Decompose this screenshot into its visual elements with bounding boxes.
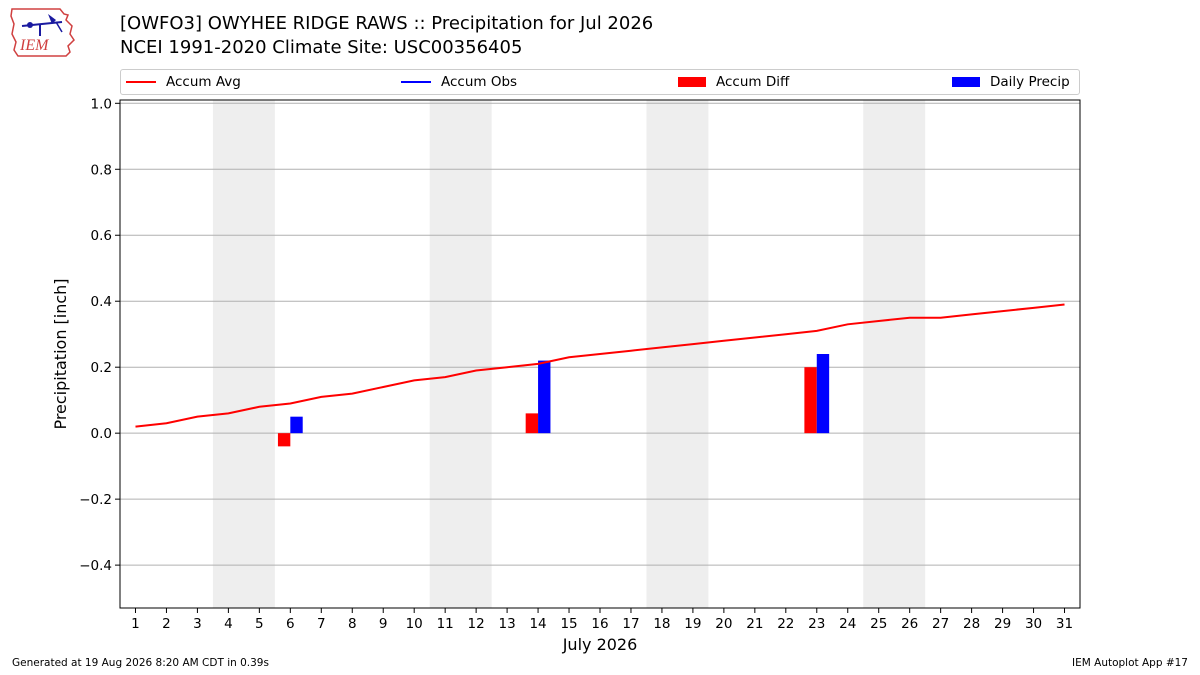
x-tick-label: 29 <box>994 616 1011 632</box>
x-tick-label: 11 <box>437 616 454 632</box>
x-tick-label: 18 <box>653 616 670 632</box>
x-tick-label: 9 <box>379 616 388 632</box>
y-tick-label: 0.4 <box>91 294 112 310</box>
x-tick-label: 20 <box>715 616 732 632</box>
x-tick-label: 21 <box>746 616 763 632</box>
x-axis: 1 2 3 4 5 6 7 8 9 10 11 12 13 14 15 16 17 18 19 20 21 22 23 24 2… <box>131 608 1073 632</box>
x-tick-label: 10 <box>406 616 423 632</box>
y-axis: −0.4 −0.2 0.0 0.2 0.4 0.6 0.8 1.0 <box>79 96 120 574</box>
x-tick-label: 22 <box>777 616 794 632</box>
footer-generated: Generated at 19 Aug 2026 8:20 AM CDT in … <box>12 657 269 669</box>
legend-label-accum-diff: Accum Diff <box>716 74 790 90</box>
x-tick-label: 30 <box>1025 616 1042 632</box>
y-tick-label: 1.0 <box>91 96 112 112</box>
x-tick-label: 26 <box>901 616 918 632</box>
x-tick-label: 7 <box>317 616 326 632</box>
chart-legend: Accum Avg Accum Obs Accum Diff Daily Pre… <box>120 69 1080 95</box>
grid-lines <box>120 102 1080 566</box>
x-tick-label: 6 <box>286 616 295 632</box>
iem-logo: IEM <box>8 6 80 58</box>
legend-item-accum-avg: Accum Avg <box>126 70 241 94</box>
legend-swatch-daily-precip <box>952 77 980 87</box>
x-tick-label: 23 <box>808 616 825 632</box>
weekend-band <box>646 100 709 608</box>
accum-diff-bar <box>525 413 539 434</box>
chart-title: [OWFO3] OWYHEE RIDGE RAWS :: Precipitati… <box>120 13 654 34</box>
x-tick-label: 16 <box>591 616 608 632</box>
logo-text: IEM <box>19 37 50 54</box>
x-tick-label: 31 <box>1056 616 1073 632</box>
legend-item-daily-precip: Daily Precip <box>952 70 1070 94</box>
weekend-band <box>212 100 275 608</box>
y-tick-label: −0.2 <box>79 492 112 508</box>
chart-subtitle: NCEI 1991-2020 Climate Site: USC00356405 <box>120 37 523 58</box>
x-tick-label: 12 <box>468 616 485 632</box>
x-tick-label: 13 <box>499 616 516 632</box>
x-tick-label: 3 <box>193 616 202 632</box>
weekend-shading <box>212 100 926 608</box>
y-tick-label: 0.2 <box>91 360 112 376</box>
legend-swatch-accum-avg <box>126 81 156 83</box>
x-tick-label: 14 <box>529 616 546 632</box>
x-tick-label: 25 <box>870 616 887 632</box>
x-tick-label: 4 <box>224 616 233 632</box>
x-tick-label: 27 <box>932 616 949 632</box>
x-tick-label: 1 <box>131 616 140 632</box>
x-tick-label: 24 <box>839 616 856 632</box>
line-layer <box>135 303 1065 428</box>
weekend-band <box>429 100 492 608</box>
legend-label-accum-avg: Accum Avg <box>166 74 241 90</box>
legend-swatch-accum-obs <box>401 81 431 83</box>
legend-item-accum-obs: Accum Obs <box>401 70 517 94</box>
x-tick-label: 15 <box>560 616 577 632</box>
iem-logo-graphic: IEM <box>10 8 75 57</box>
daily-precip-bar <box>816 354 830 434</box>
accum-avg-line <box>135 303 1065 428</box>
y-tick-label: 0.6 <box>91 228 112 244</box>
y-tick-label: 0.0 <box>91 426 112 442</box>
legend-item-accum-diff: Accum Diff <box>678 70 789 94</box>
x-tick-label: 2 <box>162 616 171 632</box>
x-tick-label: 8 <box>348 616 357 632</box>
legend-label-accum-obs: Accum Obs <box>441 74 518 90</box>
y-axis-label: Precipitation [inch] <box>51 278 70 429</box>
bars-layer <box>277 354 830 447</box>
daily-precip-bar <box>290 416 303 434</box>
accum-diff-bar <box>804 367 817 434</box>
x-tick-label: 19 <box>684 616 701 632</box>
accum-diff-bar <box>277 433 291 447</box>
weekend-band <box>863 100 926 608</box>
legend-swatch-accum-diff <box>678 77 706 87</box>
x-tick-label: 5 <box>255 616 264 632</box>
daily-precip-bar <box>538 360 551 434</box>
y-tick-label: 0.8 <box>91 162 112 178</box>
y-tick-label: −0.4 <box>79 558 112 574</box>
legend-label-daily-precip: Daily Precip <box>990 74 1070 90</box>
x-axis-label: July 2026 <box>562 635 638 654</box>
x-tick-label: 17 <box>622 616 639 632</box>
x-tick-label: 28 <box>963 616 980 632</box>
footer-app: IEM Autoplot App #17 <box>1072 657 1188 669</box>
